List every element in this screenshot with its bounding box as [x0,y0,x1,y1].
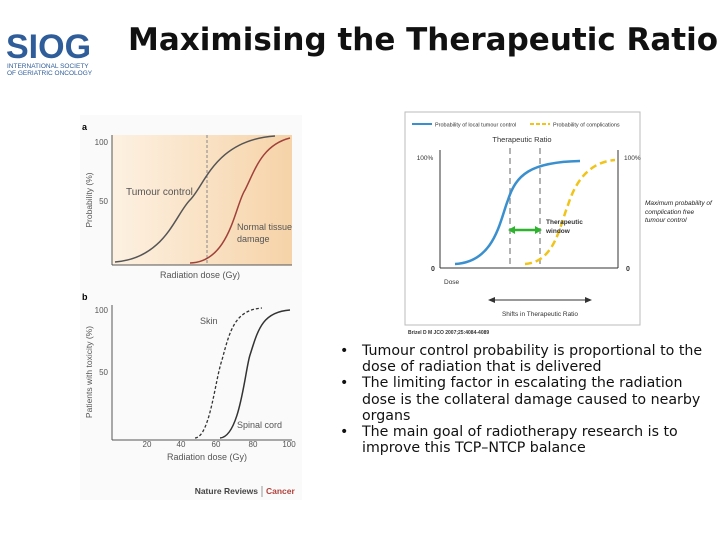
figure-frame [404,111,641,326]
tick-label: 100 [282,440,296,449]
curve [189,137,291,264]
bullet: The limiting factor in escalating the ra… [336,375,706,424]
note: Maximum probability of complication free… [645,200,712,224]
bullet-list: Tumour control probability is proportion… [336,343,706,456]
tick-label: 100% [417,155,434,162]
curve-label: Spinal cord [237,420,282,430]
axis-label: Probability (%) [84,172,94,227]
shift-label: Shifts in Therapeutic Ratio [502,311,578,318]
curve [219,309,291,439]
legend-label: Probability of local tumour control [435,123,516,129]
tick-label: 0 [431,266,435,273]
credit: Nature Reviews [195,486,259,496]
tick-label: 100 [95,138,109,147]
axis-label: Radiation dose (Gy) [160,270,240,280]
window-arrow-heads [508,226,542,234]
x-ticks: 20 40 60 80 100 [143,440,297,449]
curve-label: Tumour control [126,187,193,198]
panel-label: b [82,292,88,302]
curve [194,307,263,439]
curve-label: damage [237,234,270,244]
credit: Cancer [266,486,296,496]
tick-label: 100 [95,306,109,315]
curve [114,135,276,263]
curve [524,158,616,266]
axis-label: Patients with toxicity (%) [84,326,94,418]
axis-label: Radiation dose (Gy) [167,452,247,462]
slide-title: Maximising the Therapeutic Ratio [128,22,719,58]
logo: SIOG [6,28,91,66]
window-label: window [545,228,571,235]
tick-label: 0 [626,266,630,273]
curve [454,159,581,266]
bullet: The main goal of radiotherapy research i… [336,424,706,456]
bullet: Tumour control probability is proportion… [336,343,706,375]
citation: Brizel D M JCO 2007;25:4084-4089 [408,330,489,336]
tick-label: 50 [99,368,108,377]
tick-label: 20 [143,440,152,449]
curve-label: Skin [200,316,218,326]
tick-label: 100% [624,155,641,162]
logo-subtitle: OF GERIATRIC ONCOLOGY [7,70,93,77]
axis-label: Dose [444,279,460,286]
tick-label: 40 [177,440,186,449]
tick-label: 50 [99,197,108,206]
tick-label: 80 [249,440,258,449]
legend-label: Probability of complications [553,123,620,129]
window-label: Therapeutic [546,219,583,226]
figure-title: Therapeutic Ratio [492,135,551,144]
panel-label: a [82,122,88,132]
tick-label: 60 [212,440,221,449]
curve-label: Normal tissue [237,222,292,232]
logo-subtitle: INTERNATIONAL SOCIETY [7,63,89,70]
